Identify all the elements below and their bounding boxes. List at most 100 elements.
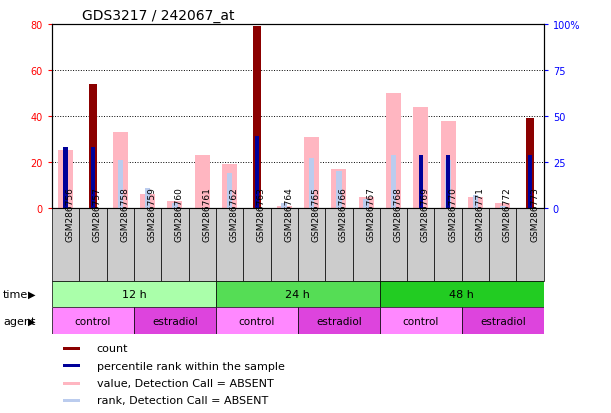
Bar	[331, 169, 346, 209]
Bar	[407, 209, 434, 281]
Text: GSM286763: GSM286763	[257, 187, 266, 242]
Bar	[140, 195, 155, 209]
Bar	[309, 159, 314, 209]
Bar	[216, 281, 380, 308]
Bar	[380, 209, 407, 281]
Text: GSM286765: GSM286765	[312, 187, 321, 242]
Text: GSM286766: GSM286766	[339, 187, 348, 242]
Bar	[462, 209, 489, 281]
Bar	[500, 207, 505, 209]
Bar	[528, 155, 532, 209]
Bar	[58, 151, 73, 209]
Text: GSM286760: GSM286760	[175, 187, 184, 242]
Bar	[516, 209, 544, 281]
Bar	[117, 161, 123, 209]
Text: GSM286771: GSM286771	[475, 187, 485, 242]
Bar	[113, 133, 128, 209]
Text: GSM286761: GSM286761	[202, 187, 211, 242]
Bar	[161, 209, 189, 281]
Text: percentile rank within the sample: percentile rank within the sample	[97, 361, 285, 371]
Text: GSM286758: GSM286758	[120, 187, 130, 242]
Bar	[227, 173, 232, 209]
Bar	[446, 155, 450, 209]
Bar	[145, 188, 150, 209]
Text: GSM286772: GSM286772	[503, 187, 512, 242]
Bar	[253, 27, 261, 209]
Text: 48 h: 48 h	[449, 289, 474, 299]
Text: estradiol: estradiol	[316, 316, 362, 326]
Bar	[255, 137, 259, 209]
Text: GSM286756: GSM286756	[65, 187, 75, 242]
Bar	[526, 119, 534, 209]
Bar	[91, 148, 95, 209]
Bar	[445, 161, 451, 209]
Bar	[434, 209, 462, 281]
Bar	[359, 197, 374, 209]
Bar	[413, 107, 428, 209]
Text: agent: agent	[3, 316, 35, 326]
Bar	[62, 364, 79, 368]
Bar	[391, 155, 396, 209]
Bar	[189, 209, 216, 281]
Text: estradiol: estradiol	[480, 316, 525, 326]
Text: rank, Detection Call = ABSENT: rank, Detection Call = ABSENT	[97, 396, 268, 406]
Bar	[462, 308, 544, 335]
Text: GSM286762: GSM286762	[230, 187, 238, 242]
Bar	[195, 156, 210, 209]
Text: GSM286769: GSM286769	[421, 187, 430, 242]
Bar	[216, 209, 243, 281]
Text: GSM286757: GSM286757	[93, 187, 102, 242]
Bar	[298, 209, 325, 281]
Text: 24 h: 24 h	[285, 289, 310, 299]
Bar	[62, 399, 79, 402]
Bar	[222, 165, 237, 209]
Bar	[52, 308, 134, 335]
Bar	[216, 308, 298, 335]
Bar	[441, 121, 456, 209]
Bar	[419, 155, 423, 209]
Bar	[52, 209, 79, 281]
Bar	[282, 203, 287, 209]
Bar	[134, 209, 161, 281]
Text: ▶: ▶	[27, 289, 35, 299]
Bar	[172, 203, 178, 209]
Bar	[298, 308, 380, 335]
Bar	[304, 138, 319, 209]
Text: time: time	[3, 289, 28, 299]
Text: GSM286770: GSM286770	[448, 187, 457, 242]
Bar	[243, 209, 271, 281]
Bar	[52, 281, 216, 308]
Text: estradiol: estradiol	[152, 316, 198, 326]
Bar	[106, 209, 134, 281]
Text: GSM286764: GSM286764	[284, 187, 293, 242]
Bar	[79, 209, 106, 281]
Bar	[325, 209, 353, 281]
Text: value, Detection Call = ABSENT: value, Detection Call = ABSENT	[97, 378, 274, 388]
Bar	[134, 308, 216, 335]
Bar	[62, 382, 79, 385]
Text: count: count	[97, 344, 128, 354]
Bar	[353, 209, 380, 281]
Text: control: control	[75, 316, 111, 326]
Bar	[473, 196, 478, 209]
Text: control: control	[239, 316, 275, 326]
Bar	[64, 148, 68, 209]
Bar	[380, 281, 544, 308]
Text: 12 h: 12 h	[122, 289, 146, 299]
Text: GDS3217 / 242067_at: GDS3217 / 242067_at	[82, 9, 235, 23]
Bar	[386, 94, 401, 209]
Bar	[336, 172, 342, 209]
Text: ▶: ▶	[27, 316, 35, 326]
Bar	[89, 85, 97, 209]
Bar	[380, 308, 462, 335]
Bar	[277, 206, 291, 209]
Bar	[62, 347, 79, 350]
Bar	[167, 202, 183, 209]
Text: GSM286759: GSM286759	[148, 187, 156, 242]
Text: GSM286767: GSM286767	[366, 187, 375, 242]
Bar	[271, 209, 298, 281]
Text: GSM286768: GSM286768	[393, 187, 403, 242]
Bar	[496, 204, 510, 209]
Text: GSM286773: GSM286773	[530, 187, 539, 242]
Text: control: control	[403, 316, 439, 326]
